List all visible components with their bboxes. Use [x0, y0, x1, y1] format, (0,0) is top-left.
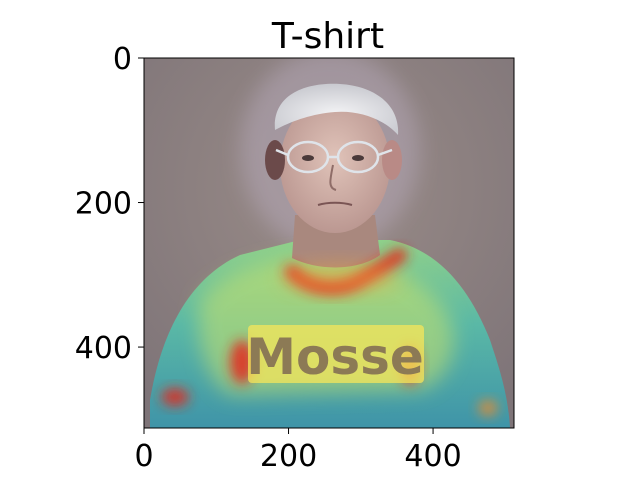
chart-title: T-shirt	[271, 16, 384, 57]
collar-warm-spot	[280, 264, 400, 292]
face	[280, 97, 390, 233]
y-tick-label: 400	[75, 331, 132, 366]
shirt-print-text: Mosse	[246, 328, 424, 386]
hair	[274, 83, 399, 135]
right-sleeve-hot-spot	[478, 400, 498, 416]
left-ear	[265, 140, 285, 180]
nose	[329, 164, 337, 191]
y-tick-label: 0	[113, 42, 132, 77]
shirt-label-patch	[248, 325, 424, 383]
y-tick-label: 200	[75, 187, 132, 222]
glasses	[275, 140, 393, 174]
left-eye	[302, 155, 314, 161]
x-tick-label: 200	[260, 439, 317, 474]
neck	[292, 215, 380, 268]
right-eye	[352, 155, 364, 161]
x-tick-label: 0	[134, 439, 153, 474]
mouth	[317, 201, 353, 206]
x-axis-ticks: 0 200 400	[134, 428, 462, 474]
y-axis-ticks: 0 200 400	[75, 42, 144, 366]
heatmap-image: Mosse	[144, 58, 514, 428]
plot-frame	[143, 57, 515, 429]
left-sleeve-hot-spot	[161, 388, 189, 406]
x-tick-label: 400	[404, 439, 461, 474]
right-ear	[382, 140, 402, 180]
